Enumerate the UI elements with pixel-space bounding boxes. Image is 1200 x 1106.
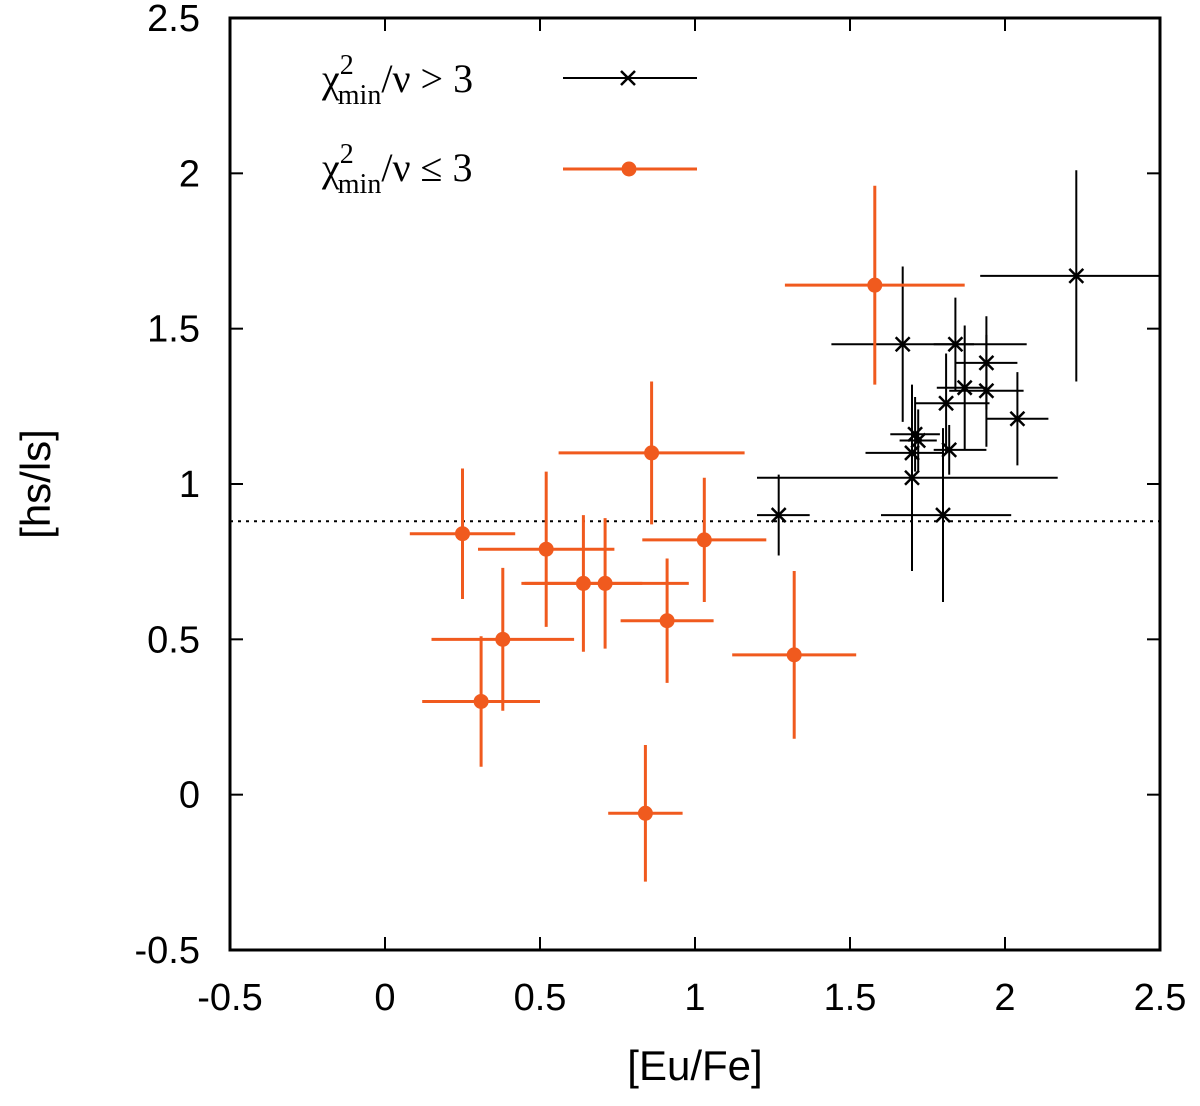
y-tick-label: -0.5	[135, 930, 200, 972]
legend-entry-chi2-gt-3: χ2 min/ν > 3	[321, 50, 697, 111]
plot-frame	[228, 16, 1162, 952]
data-point	[980, 170, 1160, 382]
legend-cross-marker	[620, 70, 636, 86]
y-tick-label: 0	[179, 775, 200, 817]
point-marker	[941, 441, 958, 458]
y-axis-label: [hs/ls]	[12, 429, 59, 539]
point-marker	[935, 507, 951, 523]
data-point	[899, 409, 937, 472]
point-marker	[1009, 410, 1026, 427]
data-point	[409, 468, 516, 599]
data-point	[608, 744, 683, 882]
data-point	[784, 185, 965, 385]
legend-entry-chi2-le-3: χ2 min/ν ≤ 3	[321, 139, 697, 200]
data-point	[949, 334, 1024, 447]
point-marker	[786, 647, 802, 663]
x-tick-label: 1.5	[824, 977, 877, 1019]
x-tick-label: 2	[994, 977, 1015, 1019]
point-marker	[538, 541, 554, 557]
x-tick-label: 0	[374, 977, 395, 1019]
point-marker	[473, 693, 489, 709]
point-marker	[904, 445, 920, 461]
point-marker	[956, 379, 973, 396]
data-point	[732, 570, 857, 739]
point-marker	[597, 575, 613, 591]
point-marker	[1068, 267, 1085, 284]
point-marker	[894, 336, 911, 353]
data-point	[521, 518, 689, 649]
data-point	[422, 636, 540, 767]
legend-dot-marker	[621, 161, 637, 177]
y-tick-label: 1.5	[147, 309, 200, 351]
y-tick-label: 2.5	[147, 0, 200, 40]
y-tick-label: 2	[179, 153, 200, 195]
legend-label-chi2-gt-3: χ2 min/ν > 3	[321, 50, 473, 111]
point-marker	[637, 805, 653, 821]
legend: χ2 min/ν > 3 χ2 min/ν ≤ 3	[321, 50, 697, 200]
point-marker	[947, 336, 964, 353]
data-layer	[230, 170, 1160, 882]
series-chi2-le-3	[409, 185, 965, 882]
point-marker	[978, 382, 995, 399]
point-marker	[455, 526, 470, 542]
point-marker	[644, 445, 660, 461]
point-marker	[495, 631, 511, 647]
data-point	[890, 397, 940, 472]
x-tick-label: 0.5	[514, 977, 567, 1019]
point-marker	[938, 395, 954, 412]
point-marker	[910, 432, 927, 449]
point-marker	[659, 613, 675, 629]
x-tick-label: -0.5	[197, 977, 262, 1019]
point-marker	[696, 532, 712, 548]
data-point	[642, 477, 767, 603]
data-point	[986, 372, 1049, 466]
data-point	[865, 397, 943, 509]
data-point	[757, 474, 810, 556]
axis-ticks: -0.5 0 0.5 1 1.5 2 2.5 -0.5 0 0.5 1 1.5 2 2.5	[135, 0, 1187, 1019]
data-point	[915, 353, 990, 453]
data-point	[558, 381, 745, 525]
data-point	[933, 424, 987, 475]
data-point	[478, 471, 615, 627]
data-point	[831, 266, 1027, 422]
legend-label-chi2-le-3: χ2 min/ν ≤ 3	[321, 139, 472, 200]
x-axis-label: [Eu/Fe]	[627, 1042, 762, 1089]
data-point	[620, 558, 714, 683]
data-point	[431, 567, 575, 711]
y-tick-label: 0.5	[147, 619, 200, 661]
x-tick-label: 1	[684, 977, 705, 1019]
data-point	[936, 325, 987, 450]
point-marker	[770, 507, 787, 523]
y-tick-label: 1	[179, 464, 200, 506]
point-marker	[867, 277, 883, 293]
data-point	[933, 297, 974, 391]
series-chi2-gt-3	[757, 170, 1160, 603]
x-tick-label: 2.5	[1134, 977, 1187, 1019]
